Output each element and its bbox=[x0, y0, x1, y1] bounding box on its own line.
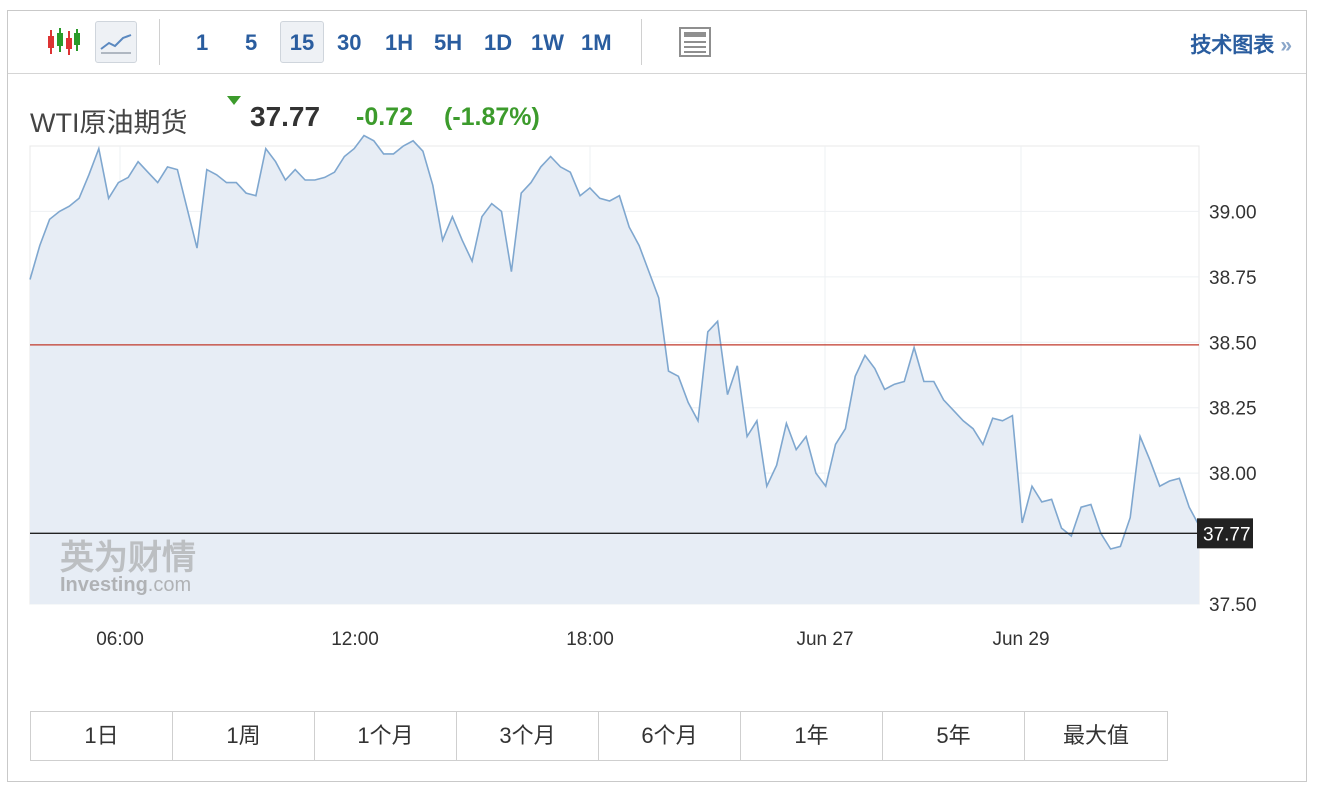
watermark-en: Investing.com bbox=[60, 574, 191, 596]
range-1w-button[interactable]: 1周 bbox=[173, 712, 315, 760]
interval-1[interactable]: 1 bbox=[196, 30, 209, 55]
chart-toolbar: 1 5 15 30 1H 5H 1D 1W 1M 技术图表» bbox=[8, 11, 1306, 74]
x-axis: 06:00 12:00 18:00 Jun 27 Jun 29 bbox=[96, 629, 1049, 650]
x-tick-label: 18:00 bbox=[566, 629, 614, 650]
down-triangle-icon bbox=[225, 93, 243, 112]
range-max-button[interactable]: 最大值 bbox=[1062, 723, 1129, 748]
y-tick-label: 38.75 bbox=[1209, 268, 1257, 289]
interval-1w[interactable]: 1W bbox=[531, 30, 564, 55]
y-tick-label: 37.50 bbox=[1209, 595, 1257, 616]
range-1m-button[interactable]: 1个月 bbox=[315, 712, 457, 760]
instrument-name: WTI原油期货 bbox=[30, 108, 188, 138]
investing-watermark: 英为财情 Investing.com bbox=[60, 538, 196, 596]
range-6m-button[interactable]: 6个月 bbox=[599, 712, 741, 760]
interval-15[interactable]: 15 bbox=[280, 21, 324, 63]
x-tick-label: Jun 29 bbox=[992, 629, 1049, 650]
range-1d-button[interactable]: 1日 bbox=[31, 712, 173, 760]
technical-chart-link[interactable]: 技术图表» bbox=[1190, 29, 1292, 59]
x-tick-label: 12:00 bbox=[331, 629, 379, 650]
toolbar-separator bbox=[159, 19, 160, 65]
interval-1h[interactable]: 1H bbox=[385, 30, 414, 55]
interval-30[interactable]: 30 bbox=[337, 30, 362, 55]
interval-1d[interactable]: 1D bbox=[484, 30, 513, 55]
double-chevron-right-icon: » bbox=[1280, 34, 1292, 57]
x-tick-label: Jun 27 bbox=[796, 629, 853, 650]
range-5y-button[interactable]: 5年 bbox=[883, 712, 1025, 760]
price-chart[interactable]: 英为财情 Investing.com 39.0038.7538.5038.253… bbox=[8, 11, 1308, 701]
y-axis: 39.00 38.75 38.50 38.25 38.00 37.50 bbox=[1209, 202, 1257, 616]
y-tick-label: 38.00 bbox=[1209, 464, 1257, 485]
current-price-tag: 37.77 bbox=[1197, 518, 1253, 549]
technical-chart-label: 技术图表 bbox=[1190, 34, 1275, 57]
range-3m-button[interactable]: 3个月 bbox=[457, 712, 599, 760]
interval-1m[interactable]: 1M bbox=[581, 30, 612, 55]
news-panel-icon[interactable] bbox=[674, 21, 716, 63]
toolbar-separator bbox=[641, 19, 642, 65]
price-change-percent: (-1.87%) bbox=[444, 103, 540, 131]
watermark-cn: 英为财情 bbox=[60, 538, 196, 578]
current-price-label: 37.77 bbox=[1203, 524, 1251, 545]
y-tick-label: 39.00 bbox=[1209, 202, 1257, 223]
range-selector: 1日 1周 1个月 3个月 6个月 1年 5年 最大值 bbox=[30, 711, 1168, 761]
chart-widget: 1 5 15 30 1H 5H 1D 1W 1M 技术图表» WTI原油期货 3… bbox=[7, 10, 1307, 782]
range-1y-button[interactable]: 1年 bbox=[741, 712, 883, 760]
line-chart-icon[interactable] bbox=[95, 21, 137, 63]
price-area-fill bbox=[30, 135, 1199, 604]
y-tick-label: 38.25 bbox=[1209, 399, 1257, 420]
candlestick-icon[interactable] bbox=[42, 21, 84, 63]
y-tick-label: 38.50 bbox=[1209, 333, 1257, 354]
x-tick-label: 06:00 bbox=[96, 629, 144, 650]
price-line bbox=[29, 134, 1200, 550]
last-price: 37.77 bbox=[250, 101, 321, 132]
interval-5h[interactable]: 5H bbox=[434, 30, 463, 55]
interval-5[interactable]: 5 bbox=[245, 30, 258, 55]
price-change: -0.72 bbox=[356, 103, 413, 131]
